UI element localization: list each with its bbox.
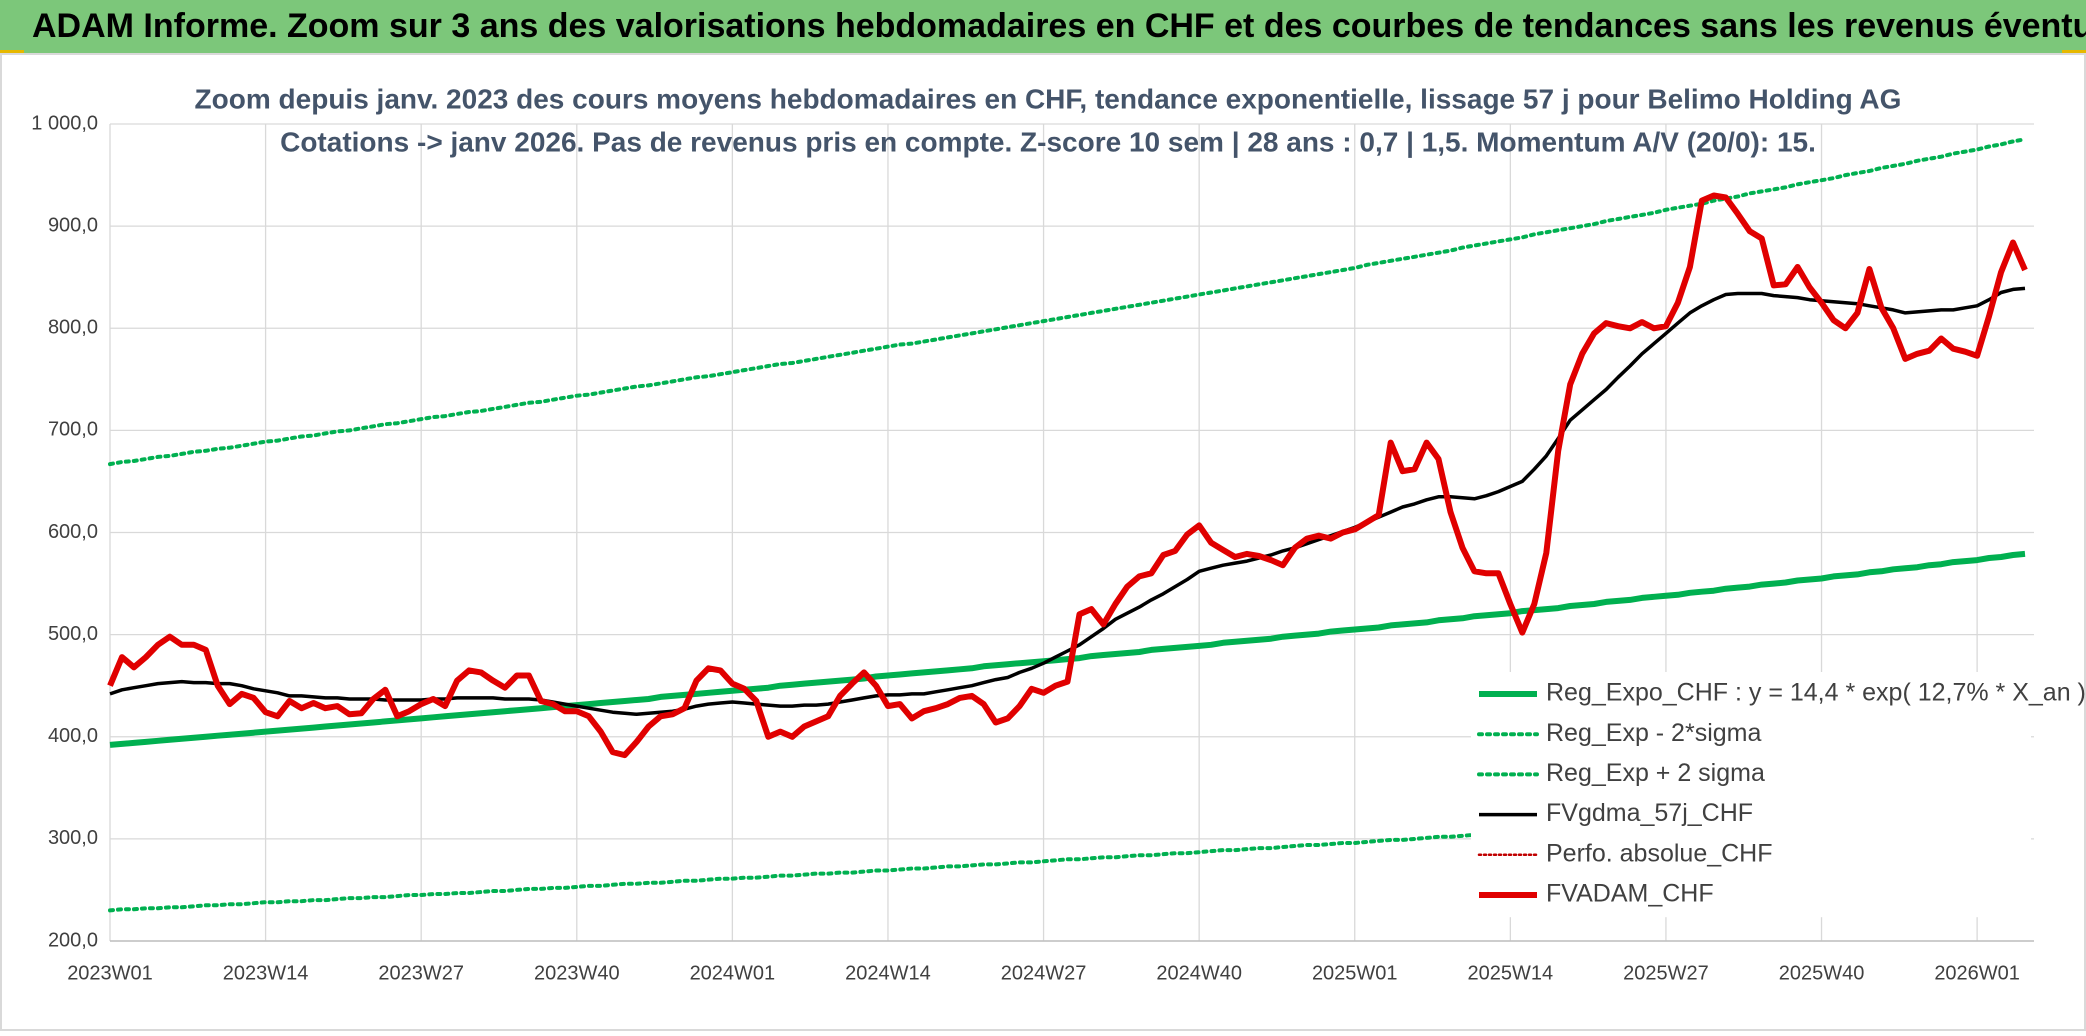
subtitle: Zoom depuis janv. 2023 des cours moyens … bbox=[195, 83, 1902, 114]
series-line bbox=[107, 192, 2028, 759]
header-bar bbox=[0, 0, 2086, 53]
x-tick-label: 2023W40 bbox=[534, 962, 620, 984]
x-tick-label: 2025W01 bbox=[1312, 962, 1398, 984]
x-tick-label: 2023W01 bbox=[67, 962, 153, 984]
y-tick-label: 700,0 bbox=[48, 419, 98, 441]
x-tick-label: 2025W27 bbox=[1623, 962, 1709, 984]
series-line bbox=[108, 137, 2027, 467]
x-tick-label: 2024W14 bbox=[845, 962, 931, 984]
header-accent bbox=[2062, 50, 2086, 54]
legend-box bbox=[1471, 672, 2031, 918]
x-tick-label: 2025W14 bbox=[1468, 962, 1554, 984]
plot-area: 200,0 300,0 400,0 500,0 600,0 700,0 800,0 900,0… bbox=[31, 112, 2034, 984]
subtitle: Cotations -> janv 2026. Pas de revenus p… bbox=[280, 126, 1816, 157]
legend-label: Reg_Expo_CHF : y = 14,4 * exp( 12,7% * X… bbox=[1546, 679, 2086, 707]
y-tick-label: 500,0 bbox=[48, 623, 98, 645]
y-tick-label: 200,0 bbox=[48, 929, 98, 951]
y-tick-label: 400,0 bbox=[48, 725, 98, 747]
chart-title: ADAM Informe. Zoom sur 3 ans des valoris… bbox=[32, 7, 2086, 45]
legend-label: FVADAM_CHF bbox=[1546, 880, 1714, 908]
header-accent bbox=[0, 50, 24, 54]
x-tick-label: 2023W14 bbox=[223, 962, 309, 984]
x-tick-label: 2026W01 bbox=[1934, 962, 2020, 984]
x-tick-label: 2025W40 bbox=[1779, 962, 1865, 984]
y-tick-label: 900,0 bbox=[48, 214, 98, 236]
legend-label: Reg_Exp + 2 sigma bbox=[1546, 759, 1765, 787]
x-tick-label: 2024W27 bbox=[1001, 962, 1087, 984]
legend-label: FVgdma_57j_CHF bbox=[1546, 799, 1753, 827]
series-line bbox=[109, 550, 2026, 748]
legend-label: Reg_Exp - 2*sigma bbox=[1546, 719, 1761, 747]
y-tick-label: 600,0 bbox=[48, 521, 98, 543]
x-tick-label: 2023W27 bbox=[378, 962, 464, 984]
x-tick-label: 2024W01 bbox=[690, 962, 776, 984]
y-tick-label: 1 000,0 bbox=[31, 112, 98, 134]
y-tick-label: 300,0 bbox=[48, 827, 98, 849]
x-tick-label: 2024W40 bbox=[1156, 962, 1242, 984]
y-tick-label: 800,0 bbox=[48, 317, 98, 339]
legend-label: Perfo. absolue_CHF bbox=[1546, 839, 1773, 867]
chart-border bbox=[0, 53, 2086, 1031]
legend: Reg_Expo_CHF : y = 14,4 * exp( 12,7% * X… bbox=[1471, 672, 2086, 918]
